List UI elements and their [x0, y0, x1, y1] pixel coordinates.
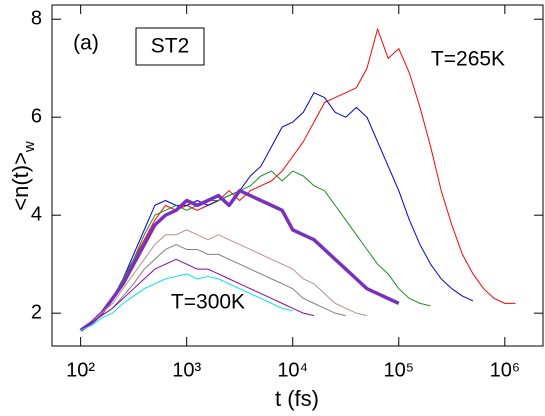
x-tick-label: 10² [66, 359, 95, 381]
series-line [80, 258, 315, 331]
series-line [80, 170, 431, 331]
y-axis-label-sub: w [21, 141, 38, 153]
series-line [80, 244, 346, 331]
plot-frame [51, 4, 544, 347]
x-tick-label: 10⁴ [277, 359, 308, 381]
y-axis-label-main: <n(t)> [8, 152, 33, 211]
series-line [80, 92, 474, 331]
temperature-label: T=265K [431, 48, 505, 71]
series-line [80, 229, 368, 331]
temperature-label: T=300K [171, 291, 245, 314]
model-label: ST2 [151, 35, 190, 58]
x-axis-label: t (fs) [275, 386, 319, 411]
y-axis-label: <n(t)>w [8, 141, 38, 211]
x-tick-label: 10⁶ [490, 359, 520, 381]
panel-label: (a) [73, 32, 99, 55]
y-tick-label: 6 [31, 105, 42, 127]
y-tick-label: 4 [31, 203, 42, 225]
series-line [80, 273, 293, 331]
series-line [80, 28, 516, 331]
series-line [79, 188, 400, 332]
x-tick-label: 10⁵ [384, 359, 415, 381]
annotation-box [135, 27, 205, 66]
y-tick-label: 2 [31, 301, 42, 323]
x-tick-label: 10³ [172, 359, 201, 381]
y-tick-label: 8 [31, 7, 42, 29]
